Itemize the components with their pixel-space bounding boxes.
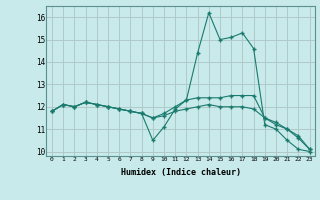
- X-axis label: Humidex (Indice chaleur): Humidex (Indice chaleur): [121, 168, 241, 177]
